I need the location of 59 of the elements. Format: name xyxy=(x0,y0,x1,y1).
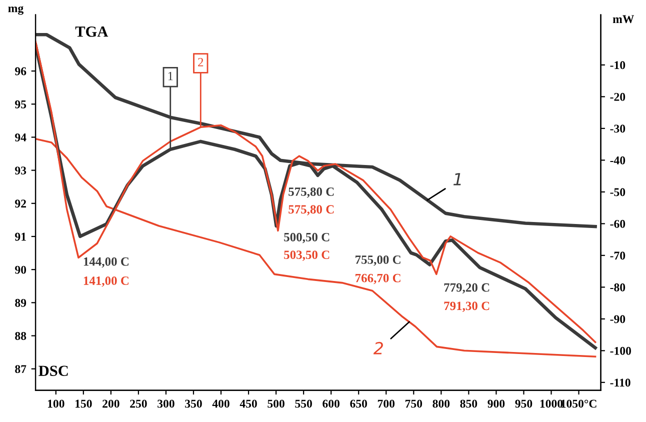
y2-tick-label: -100 xyxy=(610,346,631,355)
x-tick-label: 600 xyxy=(322,400,340,408)
y-tick-label: 89 xyxy=(15,298,26,307)
y2-tick-label: -80 xyxy=(610,283,626,292)
series-label: 1 xyxy=(453,173,461,186)
y2-tick-label: -60 xyxy=(610,220,626,228)
series-label: 2 xyxy=(373,342,383,354)
annotation: 144,00 C xyxy=(84,257,128,268)
y-tick-label: 94 xyxy=(15,133,26,142)
annotation: 575,80 C xyxy=(288,205,334,216)
y2-tick-label: -90 xyxy=(610,315,626,324)
x-tick-label: 400 xyxy=(212,400,230,408)
x-tick-label: 500 xyxy=(268,400,284,408)
annotation: 779,20 C xyxy=(444,283,490,294)
x-tick-label: 750 xyxy=(405,400,422,408)
y2-tick-label: -110 xyxy=(610,378,630,387)
y-tick-label: 93 xyxy=(15,166,26,175)
y-tick-label: 92 xyxy=(15,200,26,208)
annotation: 575,80 C xyxy=(288,187,334,198)
y-tick-label: 95 xyxy=(15,100,26,108)
x-tick-label: 900 xyxy=(488,400,505,408)
annotation: TGA xyxy=(75,26,108,37)
x-tick-label: 650 xyxy=(350,400,368,408)
y-tick-label: 87 xyxy=(15,365,26,374)
x-tick-label: 250 xyxy=(130,400,147,408)
x-tick-label: 300 xyxy=(158,400,174,408)
y-axis-title: mg xyxy=(8,6,24,15)
y-tick-label: 96 xyxy=(15,67,26,76)
x-tick-label: 450 xyxy=(240,400,257,408)
x-tick-label: 1050°C xyxy=(561,400,596,408)
x-tick-label: 150 xyxy=(76,400,92,408)
y2-tick-label: -40 xyxy=(610,156,626,164)
y2-tick-label: -10 xyxy=(610,61,626,70)
y2-axis-title: mW xyxy=(612,15,634,24)
x-tick-label: 850 xyxy=(460,400,478,408)
annotation: 500,50 C xyxy=(284,232,330,244)
y-tick-label: 88 xyxy=(15,332,26,340)
text: 2 xyxy=(198,58,204,66)
x-tick-label: 700 xyxy=(378,400,395,408)
annotation: DSC xyxy=(38,366,68,376)
y-tick-label: 90 xyxy=(15,266,26,274)
annotation: 141,00 C xyxy=(84,276,128,287)
annotation: 791,30 C xyxy=(444,302,490,312)
y-tick-label: 91 xyxy=(15,232,26,241)
x-tick-label: 350 xyxy=(185,400,202,408)
y2-tick-label: -50 xyxy=(610,188,626,196)
x-tick-label: 1000 xyxy=(540,400,563,408)
x-tick-label: 950 xyxy=(515,400,532,408)
y2-tick-label: -70 xyxy=(610,252,626,260)
annotation: 755,00 C xyxy=(356,255,400,266)
y2-tick-label: -20 xyxy=(610,92,626,101)
x-tick-label: 100 xyxy=(48,400,64,408)
x-tick-label: 550 xyxy=(295,400,312,408)
y2-tick-label: -30 xyxy=(610,124,626,133)
x-tick-label: 200 xyxy=(102,400,120,408)
text: 1 xyxy=(168,72,173,80)
x-tick-label: 800 xyxy=(432,400,450,408)
annotation: 766,70 C xyxy=(356,274,400,284)
annotation: 503,50 C xyxy=(284,250,330,261)
